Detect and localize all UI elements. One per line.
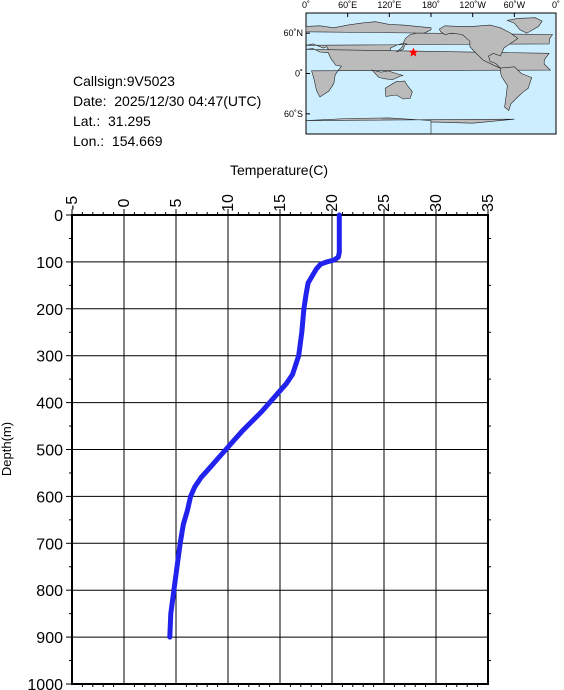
land-shape xyxy=(438,24,519,69)
map-lat-label: 60˚N xyxy=(283,28,303,38)
map-lon-label: 120˚E xyxy=(377,0,401,10)
callsign-text: Callsign:9V5023 xyxy=(73,73,175,89)
y-axis-title: Depth(m) xyxy=(0,422,14,476)
grid xyxy=(71,214,489,685)
land-shape xyxy=(506,17,543,34)
lon-text: Lon.: 154.669 xyxy=(73,133,163,149)
land-shape xyxy=(305,117,515,134)
y-tick-label: 400 xyxy=(36,396,63,413)
x-tick-label: 10 xyxy=(220,194,237,212)
y-tick-label: 700 xyxy=(36,536,63,553)
map-top-labels: 0˚ 60˚E 120˚E 180˚ 120˚W 60˚W 0˚ xyxy=(302,0,560,10)
series-group xyxy=(167,212,342,640)
map-side-labels: 60˚N 0˚ 60˚S xyxy=(283,28,303,119)
x-tick-label: 30 xyxy=(428,194,445,212)
x-tick-labels: -5 0 5 10 15 20 25 30 35 xyxy=(64,194,497,212)
map-lon-label: 180˚ xyxy=(422,0,440,10)
land-shape xyxy=(371,69,404,80)
x-tick-label: 35 xyxy=(480,194,497,212)
map-lat-label: 0˚ xyxy=(295,69,303,79)
x-axis-title: Temperature(C) xyxy=(230,162,328,178)
x-tick-label: 5 xyxy=(168,198,185,207)
map-ticks xyxy=(305,13,557,115)
y-tick-label: 600 xyxy=(36,489,63,506)
map-lat-label: 60˚S xyxy=(284,109,303,119)
map-lon-label: 0˚ xyxy=(302,0,310,10)
world-map: 0˚ 60˚E 120˚E 180˚ 120˚W 60˚W 0˚ 60˚N 0˚ 60˚S xyxy=(283,0,560,135)
x-tick-label: -5 xyxy=(64,196,81,210)
date-text: Date: 2025/12/30 04:47(UTC) xyxy=(73,93,262,109)
map-lon-label: 120˚W xyxy=(459,0,486,10)
y-tick-label: 900 xyxy=(36,630,63,647)
y-tick-label: 300 xyxy=(36,349,63,366)
y-tick-label: 800 xyxy=(36,583,63,600)
y-tick-label: 1000 xyxy=(27,677,63,690)
y-tick-label: 500 xyxy=(36,443,63,460)
land-shape xyxy=(396,42,408,53)
location-marker xyxy=(408,47,419,57)
map-lon-label: 60˚E xyxy=(338,0,357,10)
x-tick-label: 25 xyxy=(376,194,393,212)
y-tick-label: 0 xyxy=(54,208,63,225)
x-tick-label: 15 xyxy=(272,194,289,212)
land-shape xyxy=(384,80,413,100)
x-tick-label: 0 xyxy=(116,198,133,207)
x-tick-label: 20 xyxy=(324,194,341,212)
station-info: Callsign:9V5023 Date: 2025/12/30 04:47(U… xyxy=(73,71,261,151)
map-land xyxy=(305,17,554,134)
land-shape xyxy=(500,66,533,112)
map-lon-label: 60˚W xyxy=(504,0,526,10)
y-tick-label: 100 xyxy=(36,255,63,272)
temperature-profile-line xyxy=(167,212,342,640)
y-tick-labels: 0 100 200 300 400 500 600 700 800 900 1000 xyxy=(27,208,63,690)
map-lon-label: 0˚ xyxy=(552,0,560,10)
axis-ticks xyxy=(66,209,491,687)
y-tick-label: 200 xyxy=(36,302,63,319)
plot-frame xyxy=(71,214,489,685)
lat-text: Lat.: 31.295 xyxy=(73,113,151,129)
